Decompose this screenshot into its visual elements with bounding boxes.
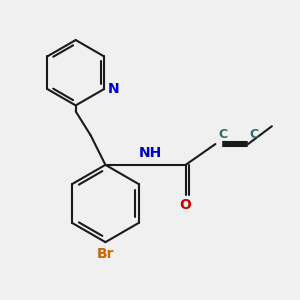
Text: Br: Br bbox=[97, 247, 114, 261]
Text: C: C bbox=[218, 128, 227, 141]
Text: N: N bbox=[108, 82, 119, 96]
Text: NH: NH bbox=[138, 146, 162, 161]
Text: O: O bbox=[180, 198, 192, 212]
Text: C: C bbox=[250, 128, 259, 141]
